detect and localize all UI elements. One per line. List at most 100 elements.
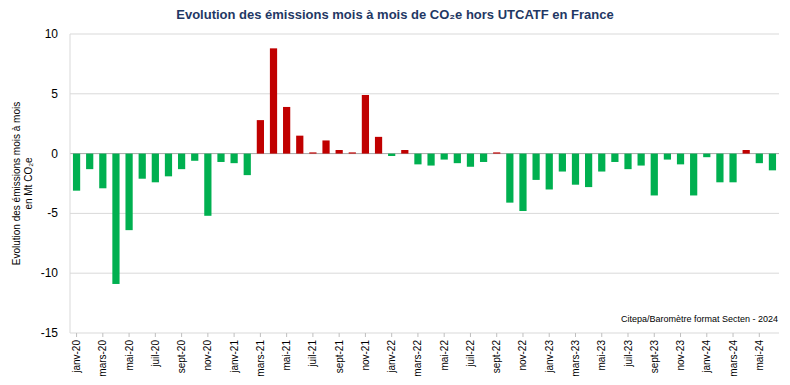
x-tick [260,333,261,337]
x-tick [706,333,707,337]
bar [257,120,264,153]
y-axis-label: en Mt CO₂e [23,157,34,210]
bar [322,140,329,153]
x-tick-label: nov-20 [202,340,213,371]
bars [73,48,776,284]
x-tick [733,333,734,337]
x-tick-label: mai-24 [754,340,765,371]
x-tick [234,333,235,337]
x-tick [496,333,497,337]
x-tick-label: sept-21 [334,340,345,374]
bar [690,154,697,196]
x-tick-label: nov-21 [360,340,371,371]
bar [152,154,159,183]
source-note: Citepa/Baromètre format Secten - 2024 [621,314,778,324]
bar [244,154,251,176]
x-tick-label: mars-24 [728,340,739,377]
bar [729,154,736,183]
bar [532,154,539,180]
x-tick [312,333,313,337]
bar [178,154,185,170]
x-tick [549,333,550,337]
bar [572,154,579,185]
bar [441,154,448,160]
x-tick [102,333,103,337]
bar [427,154,434,166]
bar [769,154,776,171]
bar [191,154,198,161]
bar [217,154,224,162]
bar [743,150,750,154]
bar [611,154,618,162]
x-tick-label: mars-22 [412,340,423,377]
grid-line [70,153,779,154]
bar [546,154,553,190]
x-tick [417,333,418,337]
x-tick-label: juil-22 [465,340,476,368]
bar [375,137,382,154]
x-tick-label: sept-23 [649,340,660,374]
x-tick-label: nov-23 [675,340,686,371]
x-tick-label: sept-22 [491,340,502,374]
x-tick-label: janv-23 [544,340,555,374]
bar [401,150,408,154]
bar [388,154,395,156]
x-tick-label: sept-20 [176,340,187,374]
bar [349,152,356,153]
x-tick [759,333,760,337]
grid-line [70,333,779,334]
bar [309,152,316,153]
x-tick-label: janv-24 [701,340,712,374]
x-tick-label: juil-23 [623,340,634,368]
grid-line [70,273,779,274]
y-tick-label: 10 [45,27,59,41]
bar [414,154,421,165]
y-tick-label: -15 [41,326,59,340]
x-tick [155,333,156,337]
x-tick-label: nov-22 [517,340,528,371]
x-tick [654,333,655,337]
bar [270,48,277,153]
x-tick [575,333,576,337]
x-tick-label: mai-21 [281,340,292,371]
x-tick-label: mai-23 [596,340,607,371]
bar [73,154,80,191]
y-tick-label: 0 [51,147,58,161]
bar [756,154,763,164]
bar [204,154,211,216]
y-axis-line [70,34,71,333]
x-tick [339,333,340,337]
x-tick [522,333,523,337]
bar [336,150,343,154]
x-tick [391,333,392,337]
bar [703,154,710,158]
bar [231,154,238,164]
bar [559,154,566,172]
x-tick [207,333,208,337]
y-axis-label: Evolution des émissions mois à mois [11,102,22,265]
x-tick [444,333,445,337]
x-tick [628,333,629,337]
bar [638,154,645,166]
grid-line [70,93,779,94]
x-tick-label: mai-22 [439,340,450,371]
bar [112,154,119,284]
x-tick-label: mai-20 [124,340,135,371]
x-tick-label: janv-20 [71,340,82,374]
x-tick-label: juil-20 [150,340,161,368]
bar [99,154,106,189]
bar [454,154,461,164]
bar [139,154,146,179]
bar [677,154,684,165]
x-tick-label: mars-21 [255,340,266,377]
bar [283,107,290,154]
x-tick-label: juil-21 [307,340,318,368]
x-tick-label: janv-22 [386,340,397,374]
grid [70,34,779,333]
y-tick-label: -10 [41,266,59,280]
bar [519,154,526,211]
x-tick [76,333,77,337]
grid-line [70,213,779,214]
x-tick [470,333,471,337]
x-tick [365,333,366,337]
